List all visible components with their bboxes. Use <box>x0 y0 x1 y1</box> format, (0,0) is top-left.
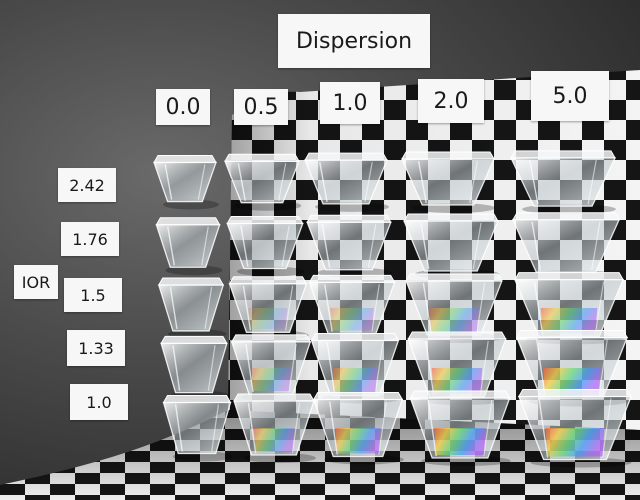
row-label-4: 1.0 <box>70 384 128 420</box>
prism-r4-c2 <box>312 392 404 465</box>
prism-r0-c2 <box>304 152 389 212</box>
prism-r1-c2 <box>306 214 393 278</box>
prism-r3-c1 <box>230 334 313 403</box>
column-label-3: 2.0 <box>418 79 484 123</box>
prism-r1-c4 <box>511 212 621 281</box>
row-label-3: 1.33 <box>67 330 125 366</box>
title-label: Dispersion <box>278 14 430 68</box>
column-label-4: 5.0 <box>531 71 609 121</box>
prism-r0-c1 <box>224 153 302 211</box>
column-label-2: 1.0 <box>320 82 380 124</box>
row-label-2: 1.5 <box>64 278 122 312</box>
prism-r1-c3 <box>403 213 500 279</box>
prism-r1-c1 <box>226 216 305 277</box>
prism-r2-c0 <box>157 277 227 339</box>
ior-axis-label: IOR <box>14 265 58 299</box>
prism-r4-c3 <box>409 390 511 466</box>
prism-r1-c0 <box>155 217 223 276</box>
column-label-0: 0.0 <box>156 89 210 125</box>
prism-r2-c2 <box>308 274 397 342</box>
prism-r0-c0 <box>153 154 219 210</box>
prism-r4-c4 <box>517 389 633 468</box>
prism-r4-c0 <box>162 395 234 462</box>
prism-r4-c1 <box>233 393 316 463</box>
prism-r3-c0 <box>160 335 230 401</box>
prism-r3-c3 <box>407 331 507 405</box>
row-label-1: 1.76 <box>61 222 119 256</box>
prism-r0-c4 <box>509 150 617 215</box>
column-label-1: 0.5 <box>234 89 288 125</box>
prism-r2-c1 <box>228 276 309 341</box>
prism-r0-c3 <box>401 151 496 213</box>
row-label-0: 2.42 <box>58 168 116 202</box>
